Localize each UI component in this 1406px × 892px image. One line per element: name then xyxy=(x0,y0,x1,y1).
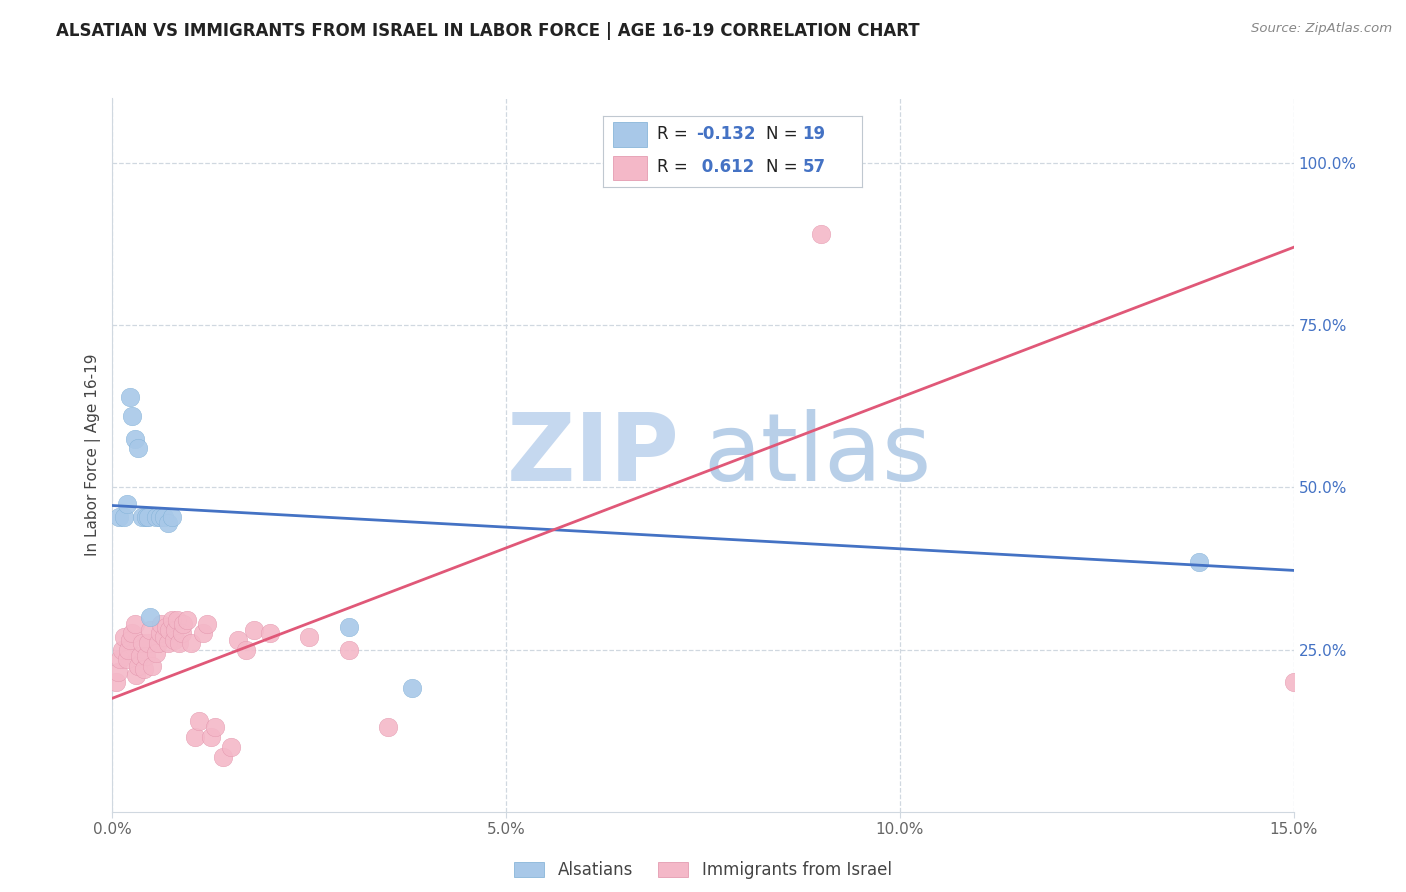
Point xyxy=(1188,555,1211,569)
Point xyxy=(155,620,177,634)
Point xyxy=(160,509,183,524)
Point xyxy=(152,630,174,644)
Point xyxy=(136,636,159,650)
Point xyxy=(115,497,138,511)
Point xyxy=(172,616,194,631)
Legend: Alsatians, Immigrants from Israel: Alsatians, Immigrants from Israel xyxy=(508,855,898,886)
Point xyxy=(149,509,172,524)
Point xyxy=(129,648,152,663)
Point xyxy=(195,616,218,631)
Point xyxy=(127,442,149,456)
Point xyxy=(1282,675,1305,690)
Point xyxy=(298,630,321,644)
Point xyxy=(107,509,129,524)
Text: atlas: atlas xyxy=(703,409,931,501)
Point xyxy=(131,636,153,650)
Point xyxy=(139,610,162,624)
Point xyxy=(156,516,179,530)
Point xyxy=(118,632,141,647)
Point xyxy=(166,613,188,627)
Point xyxy=(117,642,139,657)
Point xyxy=(121,626,143,640)
Point xyxy=(125,668,148,682)
Point xyxy=(170,626,193,640)
Point xyxy=(107,665,129,680)
Point xyxy=(377,720,399,734)
Point xyxy=(111,642,134,657)
Point xyxy=(145,646,167,660)
Point xyxy=(150,616,173,631)
Point xyxy=(692,156,714,170)
Point xyxy=(152,509,174,524)
Y-axis label: In Labor Force | Age 16-19: In Labor Force | Age 16-19 xyxy=(86,353,101,557)
Point xyxy=(235,642,257,657)
Text: -0.132: -0.132 xyxy=(696,125,755,143)
Point xyxy=(112,509,135,524)
Point xyxy=(135,648,157,663)
Bar xyxy=(613,156,647,180)
Point xyxy=(157,623,180,637)
Point xyxy=(337,620,360,634)
Text: ALSATIAN VS IMMIGRANTS FROM ISRAEL IN LABOR FORCE | AGE 16-19 CORRELATION CHART: ALSATIAN VS IMMIGRANTS FROM ISRAEL IN LA… xyxy=(56,22,920,40)
Point xyxy=(770,156,793,170)
Point xyxy=(337,642,360,657)
Point xyxy=(131,509,153,524)
Point xyxy=(211,749,233,764)
Point xyxy=(180,636,202,650)
Point xyxy=(176,613,198,627)
Point xyxy=(146,636,169,650)
Point xyxy=(115,652,138,666)
Point xyxy=(160,613,183,627)
Point xyxy=(145,509,167,524)
Point xyxy=(139,623,162,637)
Point xyxy=(135,509,157,524)
Point xyxy=(184,730,207,744)
Point xyxy=(121,409,143,423)
Point xyxy=(149,626,172,640)
Text: N =: N = xyxy=(766,158,803,176)
Point xyxy=(141,658,163,673)
Text: R =: R = xyxy=(657,125,693,143)
Point xyxy=(200,730,222,744)
Point xyxy=(165,623,187,637)
Text: 57: 57 xyxy=(803,158,825,176)
Point xyxy=(219,739,242,754)
Text: N =: N = xyxy=(766,125,803,143)
Point xyxy=(243,623,266,637)
Point xyxy=(259,626,281,640)
Point xyxy=(163,632,186,647)
Point xyxy=(401,681,423,696)
Point xyxy=(156,636,179,650)
Text: R =: R = xyxy=(657,158,693,176)
Point xyxy=(810,227,832,242)
Point xyxy=(105,675,128,690)
Point xyxy=(652,156,675,170)
Point xyxy=(124,616,146,631)
Point xyxy=(228,632,250,647)
Text: 0.612: 0.612 xyxy=(696,158,755,176)
Point xyxy=(118,390,141,404)
Point xyxy=(132,662,155,676)
Point xyxy=(188,714,211,728)
Point xyxy=(110,652,132,666)
Point xyxy=(136,509,159,524)
Point xyxy=(731,156,754,170)
Text: ZIP: ZIP xyxy=(506,409,679,501)
Point xyxy=(169,636,191,650)
Point xyxy=(112,630,135,644)
Bar xyxy=(613,122,647,146)
Point xyxy=(204,720,226,734)
Text: 19: 19 xyxy=(803,125,825,143)
Point xyxy=(124,432,146,446)
Point xyxy=(127,658,149,673)
Point xyxy=(191,626,214,640)
Text: Source: ZipAtlas.com: Source: ZipAtlas.com xyxy=(1251,22,1392,36)
